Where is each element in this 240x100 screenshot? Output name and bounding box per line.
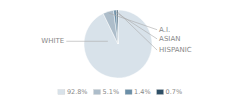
legend: 92.8% 5.1% 1.4% 0.7% bbox=[58, 88, 182, 96]
legend-item: 1.4% bbox=[125, 88, 151, 96]
pie bbox=[84, 10, 152, 78]
legend-label: 0.7% bbox=[166, 88, 183, 96]
legend-label: 5.1% bbox=[103, 88, 120, 96]
pie-slice bbox=[117, 10, 118, 44]
slice-label: A.I. bbox=[159, 26, 170, 34]
legend-swatch bbox=[157, 90, 164, 95]
slice-label: ASIAN bbox=[159, 35, 180, 43]
legend-label: 92.8% bbox=[67, 88, 88, 96]
slice-label: HISPANIC bbox=[159, 46, 192, 54]
legend-item: 0.7% bbox=[157, 88, 183, 96]
slice-labels: WHITE A.I.ASIAN HISPANIC bbox=[41, 12, 191, 54]
legend-swatch bbox=[94, 90, 101, 95]
leader-line bbox=[117, 12, 157, 50]
leader-line bbox=[66, 41, 108, 42]
legend-item: 5.1% bbox=[94, 88, 120, 96]
legend-item: 92.8% bbox=[58, 88, 88, 96]
pie-slice bbox=[84, 10, 152, 78]
slice-label: WHITE bbox=[41, 37, 64, 45]
legend-label: 1.4% bbox=[134, 88, 151, 96]
legend-swatch bbox=[58, 90, 65, 95]
legend-swatch bbox=[125, 90, 132, 95]
leader-line bbox=[109, 13, 157, 30]
chart: WHITE A.I.ASIAN HISPANIC 92.8% 5.1% 1.4% 0.7% bbox=[0, 0, 240, 100]
